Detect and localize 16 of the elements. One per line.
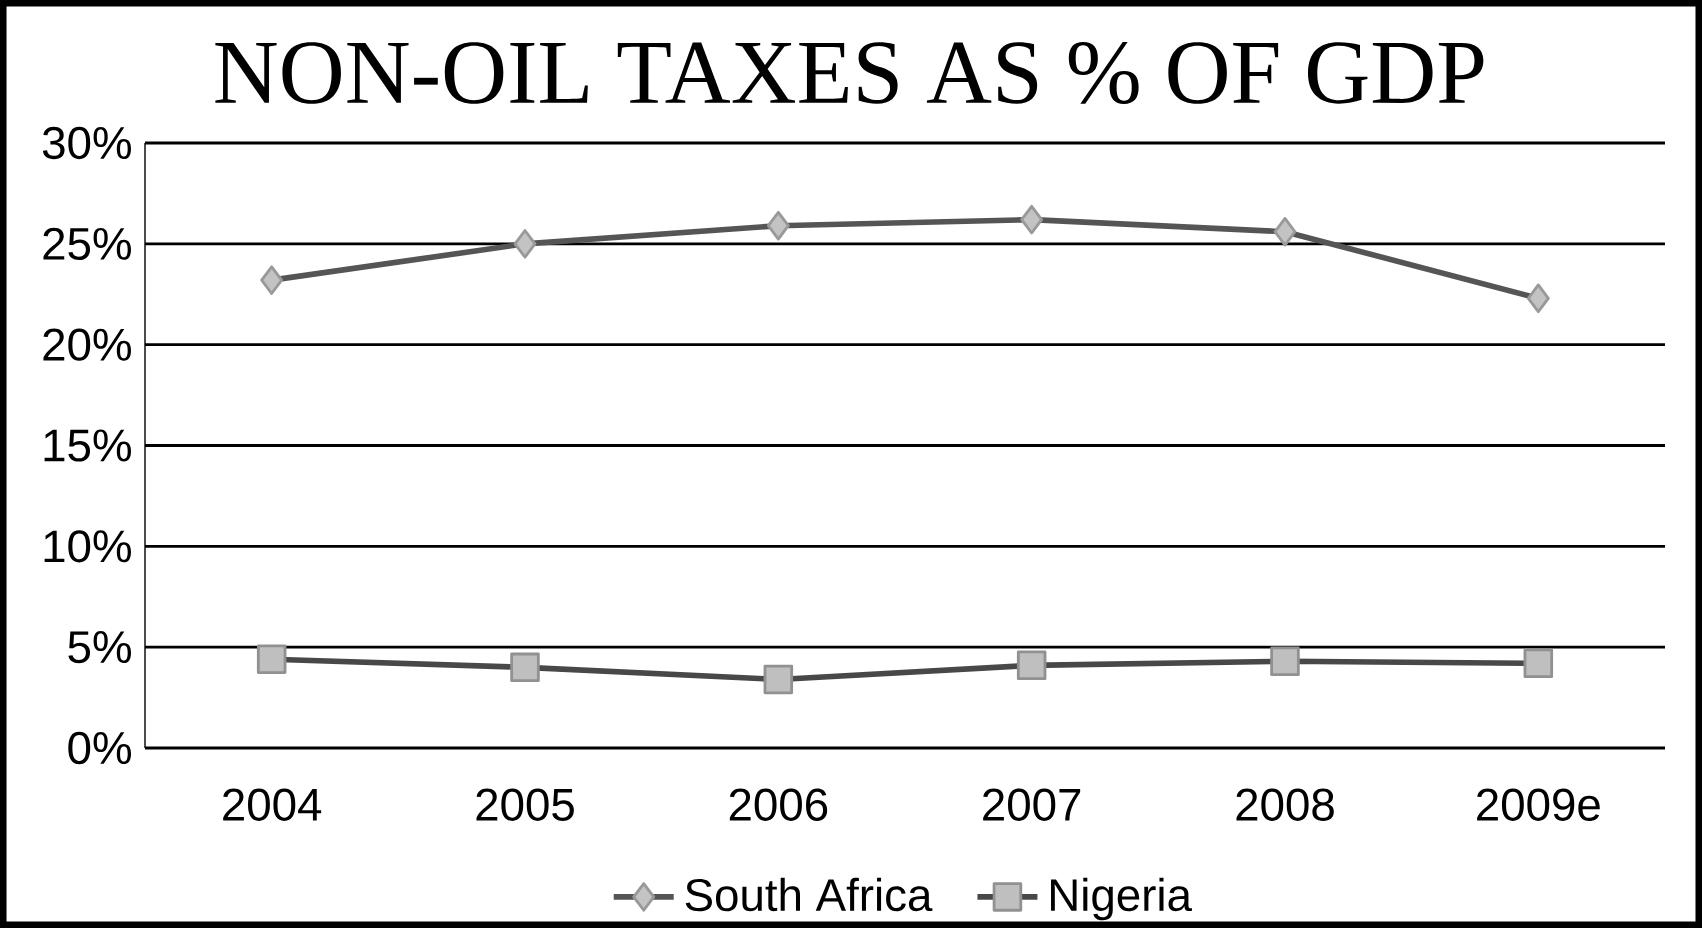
y-tick-label: 25% [43, 227, 131, 261]
x-tick-label: 2005 [476, 788, 574, 821]
y-tick-label: 5% [68, 631, 131, 664]
x-tick-label: 2007 [983, 788, 1081, 821]
chart-title: NON-OIL TAXES AS % OF GDP [215, 41, 1484, 104]
y-tick-label: 0% [68, 731, 131, 765]
x-tick-label: 2009e [1477, 788, 1600, 821]
x-tick-label: 2006 [729, 788, 828, 821]
x-tick-label: 2004 [223, 788, 322, 821]
y-tick-label: 20% [43, 328, 131, 361]
legend-label: South Africa [685, 877, 933, 912]
y-tick-label: 15% [44, 429, 131, 462]
legend-label: Nigeria [1051, 877, 1192, 921]
y-tick-label: 30% [42, 126, 131, 160]
y-tick-label: 10% [44, 530, 131, 563]
x-tick-label: 2008 [1236, 788, 1334, 821]
